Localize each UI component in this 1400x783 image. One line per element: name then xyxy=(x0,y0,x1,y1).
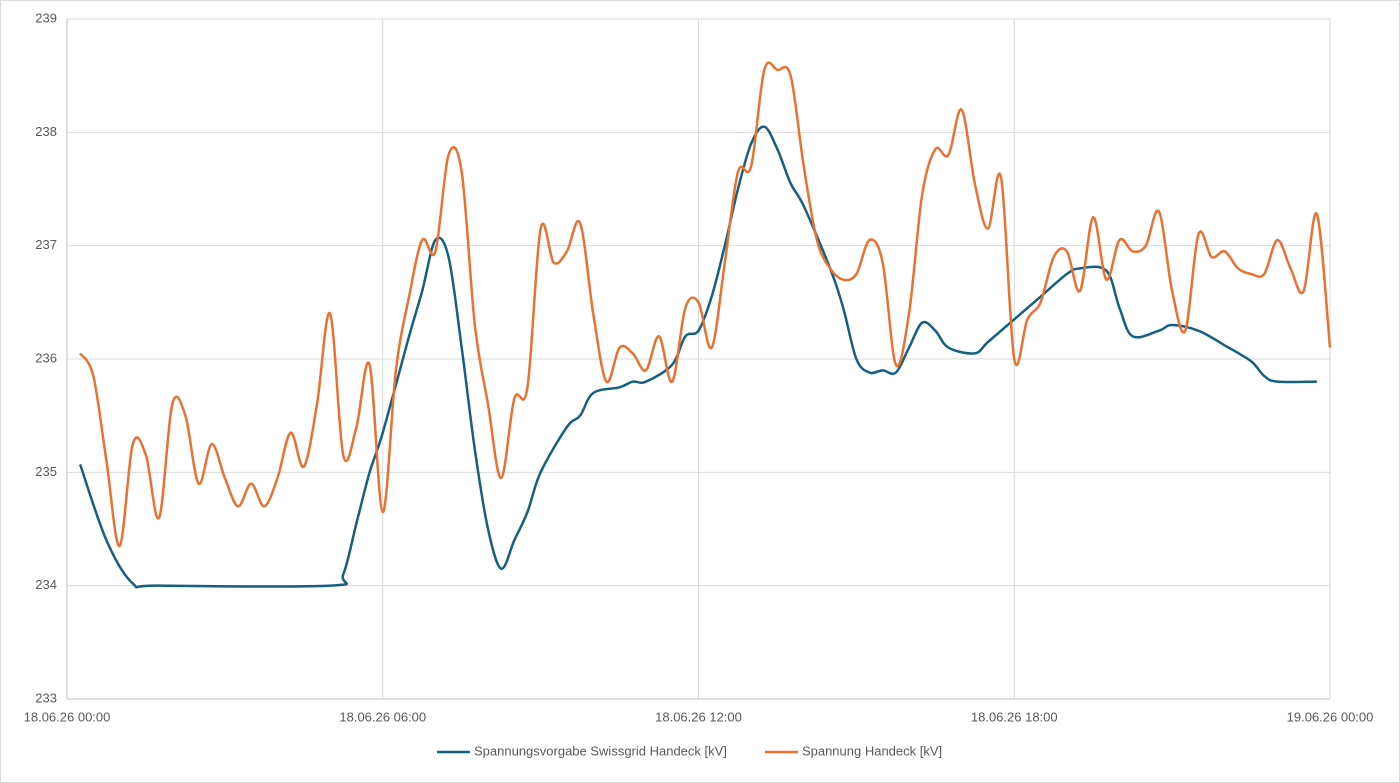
y-tick-label: 239 xyxy=(35,10,57,25)
y-tick-label: 233 xyxy=(35,690,57,705)
legend-label: Spannungsvorgabe Swissgrid Handeck [kV] xyxy=(474,743,727,758)
y-tick-label: 235 xyxy=(35,464,57,479)
x-tick-label: 18.06.26 12:00 xyxy=(655,709,742,724)
series-line xyxy=(79,61,1332,548)
x-tick-label: 18.06.26 06:00 xyxy=(339,709,426,724)
y-tick-label: 237 xyxy=(35,237,57,252)
x-tick-label: 18.06.26 18:00 xyxy=(971,709,1058,724)
x-tick-label: 18.06.26 00:00 xyxy=(24,709,111,724)
x-tick-label: 19.06.26 00:00 xyxy=(1287,709,1374,724)
y-tick-label: 238 xyxy=(35,124,57,139)
y-tick-label: 236 xyxy=(35,350,57,365)
legend-label: Spannung Handeck [kV] xyxy=(802,743,942,758)
y-tick-label: 234 xyxy=(35,577,57,592)
